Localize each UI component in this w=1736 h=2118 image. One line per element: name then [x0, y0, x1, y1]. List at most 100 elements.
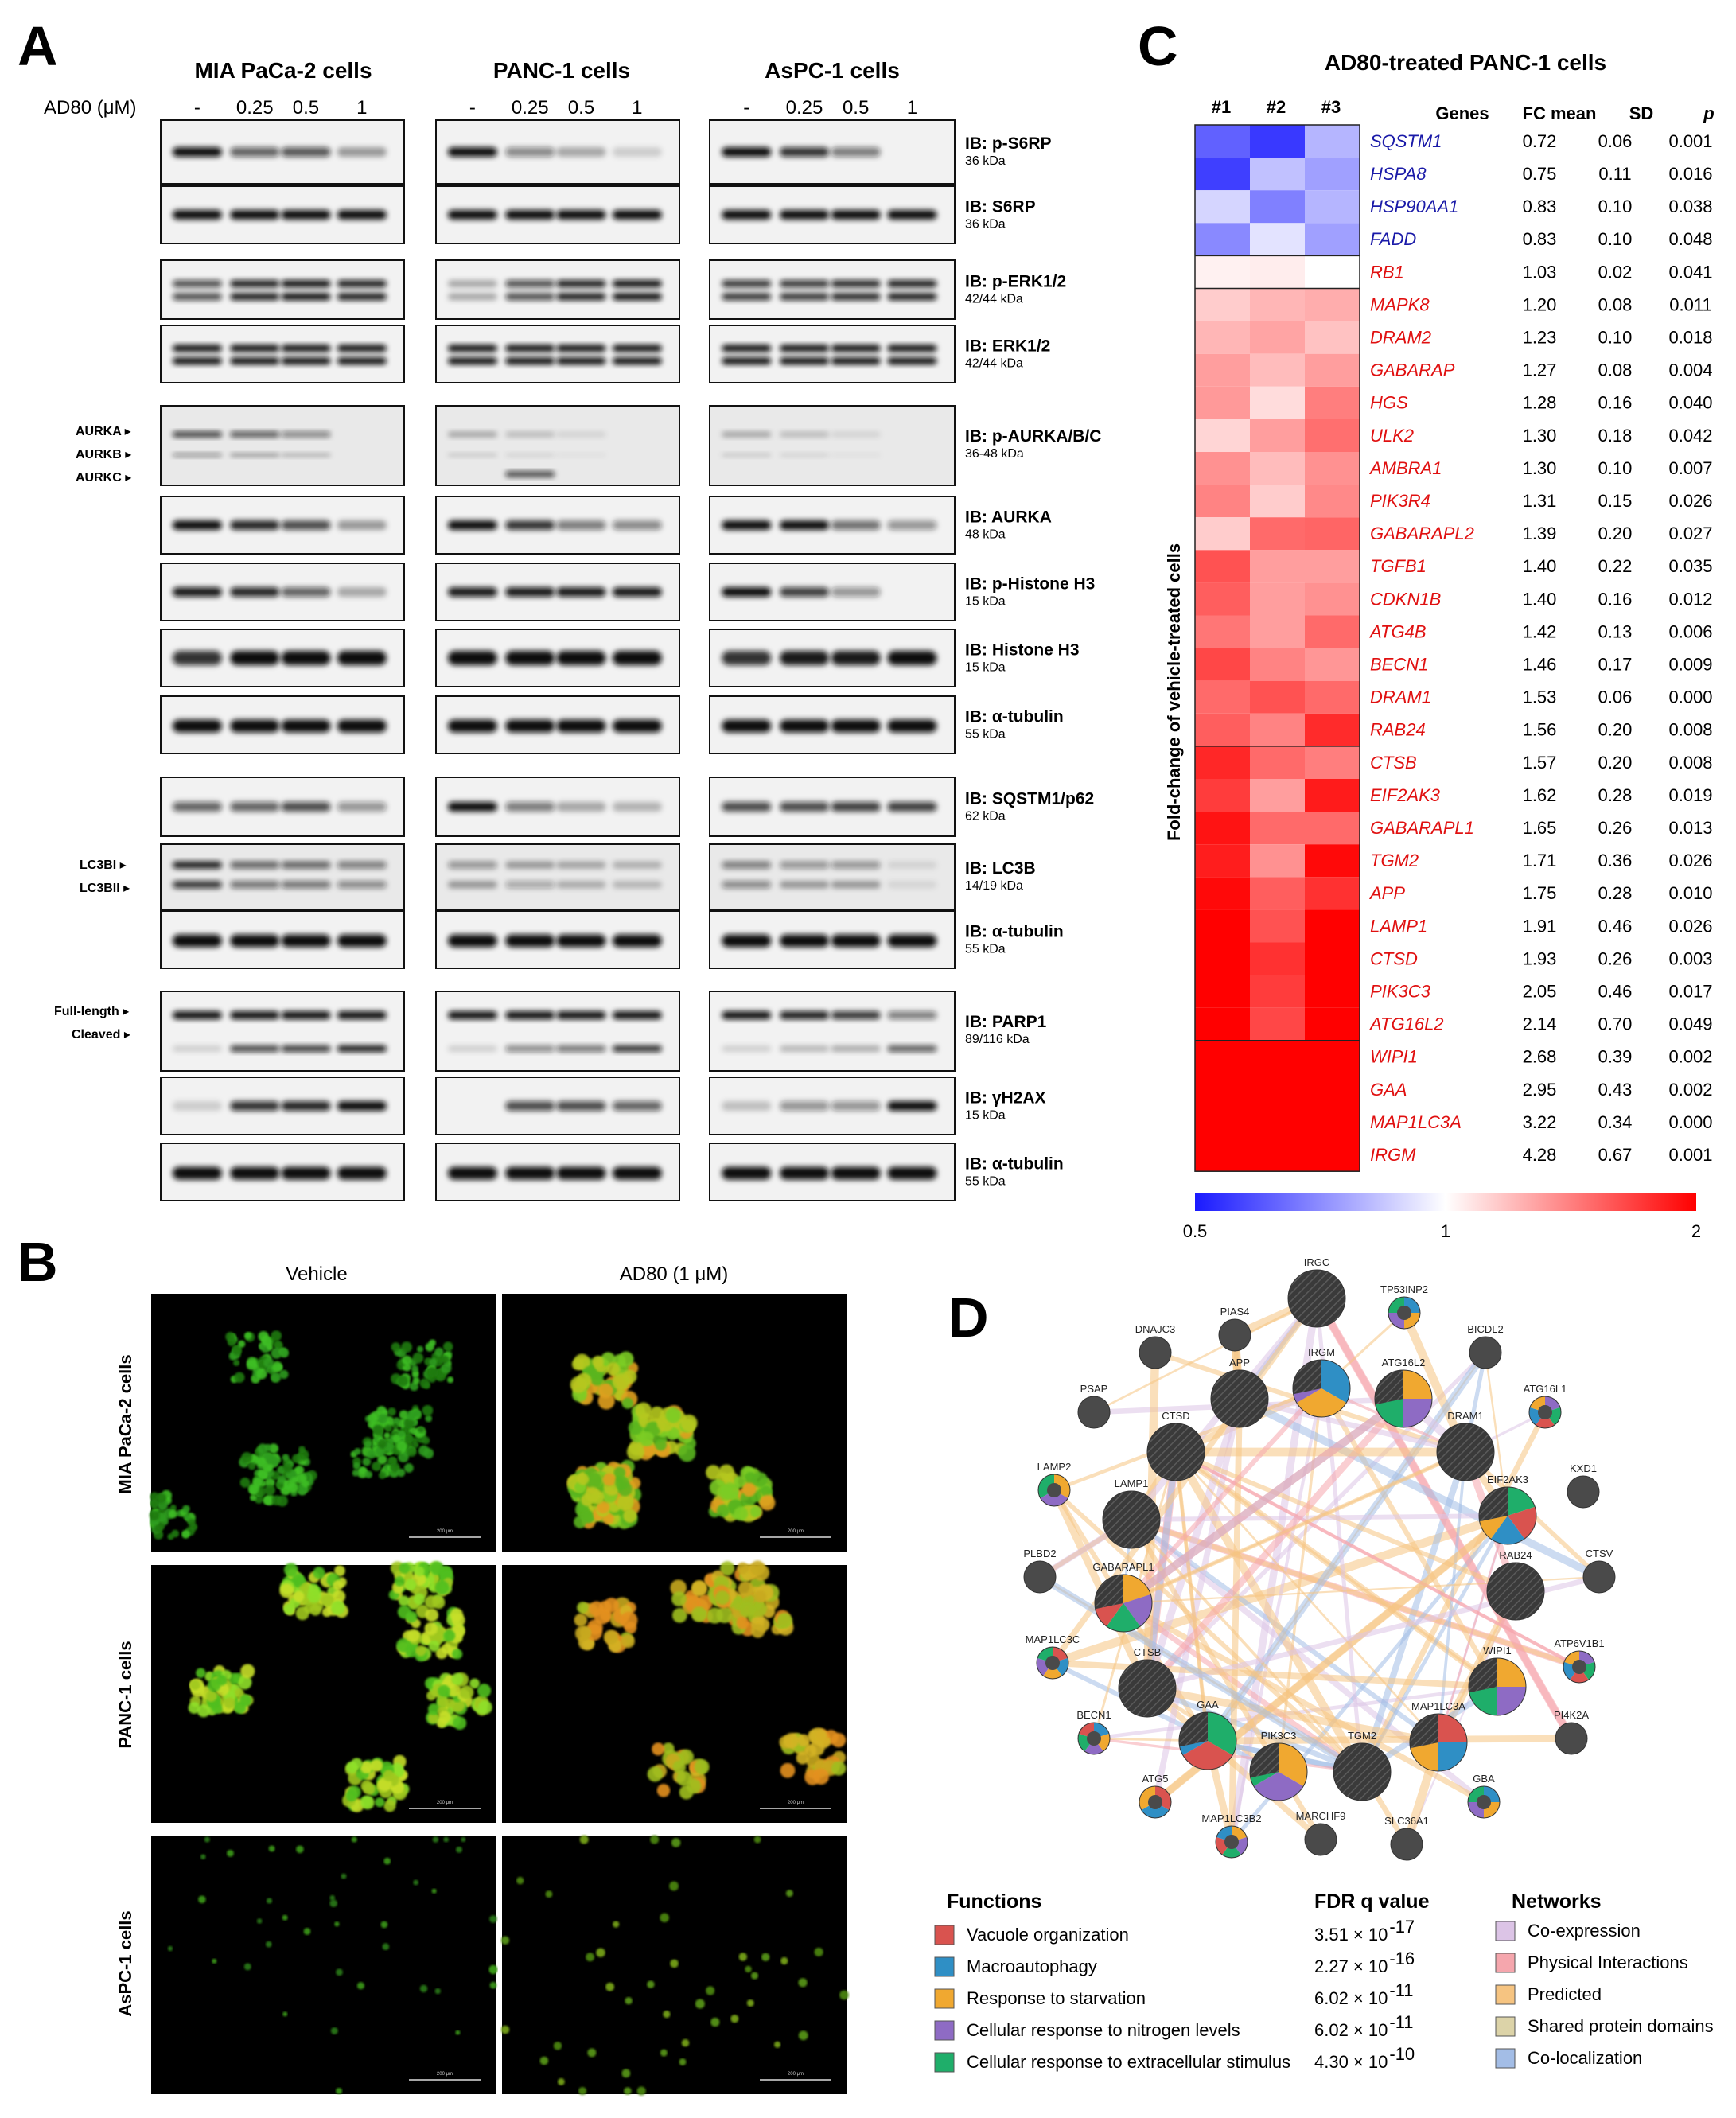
blot-band — [505, 431, 555, 438]
microscopy-row-panc: PANC-1 cells — [115, 1641, 135, 1748]
network-node: PI4K2A — [1554, 1709, 1589, 1755]
network-node: CTSV — [1582, 1548, 1616, 1594]
fdr-value: 2.27 × 10 — [1314, 1956, 1388, 1976]
blot-strip — [160, 843, 405, 910]
blot-ib-label: IB: p-ERK1/2 — [965, 272, 1066, 290]
blot-band — [612, 861, 662, 869]
network-swatch — [1495, 2048, 1516, 2069]
network-edge — [1228, 1398, 1243, 1843]
network-edge — [1121, 1386, 1324, 1606]
blot-band — [779, 520, 829, 530]
network-node-label: MARCHF9 — [1296, 1810, 1346, 1822]
heatmap-cell — [1250, 125, 1305, 158]
blot-strip — [435, 695, 680, 754]
network-node-label: EIF2AK3 — [1487, 1474, 1528, 1485]
sd-value: 0.70 — [1598, 1014, 1633, 1034]
network-type-label: Co-localization — [1528, 2048, 1642, 2068]
heatmap-table: SQSTM1 0.72 0.06 0.001 HSPA8 0.75 0.11 0.016 HSP… — [1368, 131, 1713, 1165]
blot-band — [887, 861, 937, 869]
network-node: PIAS4 — [1218, 1306, 1251, 1352]
heatmap-cell — [1250, 746, 1305, 779]
sd-value: 0.20 — [1598, 720, 1633, 740]
network-type-label: Predicted — [1528, 1984, 1602, 2004]
network-node-label: IRGM — [1308, 1346, 1335, 1358]
network-node-label: ATG16L1 — [1524, 1383, 1567, 1395]
network-node: ATG16L2 — [1374, 1357, 1433, 1428]
blot-band — [556, 1101, 606, 1111]
blot-band — [505, 719, 555, 733]
blot-band — [281, 1045, 331, 1052]
blot-band — [337, 881, 387, 889]
p-value: 0.008 — [1668, 720, 1712, 740]
blot-strip — [160, 496, 405, 555]
blot-band — [831, 280, 881, 288]
heatmap-cell — [1250, 1007, 1305, 1041]
blot-band — [172, 147, 222, 157]
heatmap-cell — [1305, 288, 1360, 321]
blot-band — [172, 719, 222, 733]
sd-value: 0.46 — [1598, 916, 1633, 936]
heatmap-title: AD80-treated PANC-1 cells — [1325, 50, 1606, 75]
fc-value: 1.20 — [1523, 294, 1557, 314]
heatmap-cell — [1250, 550, 1305, 583]
blot-band — [337, 651, 387, 665]
blot-band — [172, 802, 222, 812]
blot-band — [556, 587, 606, 597]
sd-value: 0.28 — [1598, 883, 1633, 903]
blot-band — [337, 719, 387, 733]
blot-band — [556, 520, 606, 530]
heatmap-cell — [1305, 255, 1360, 289]
blot-band — [722, 1166, 772, 1180]
heatmap-cell — [1305, 321, 1360, 354]
p-value: 0.040 — [1668, 393, 1712, 413]
blot-band — [172, 651, 222, 665]
fc-value: 1.28 — [1523, 393, 1557, 413]
function-label: Vacuole organization — [967, 1925, 1129, 1945]
network-edge — [1172, 1450, 1366, 1774]
heatmap-cell — [1195, 942, 1250, 975]
sd-value: 0.26 — [1598, 948, 1633, 968]
gene-label: ATG4B — [1368, 621, 1427, 641]
colorbar-tick-mid: 1 — [1441, 1221, 1450, 1241]
blot-band — [831, 934, 881, 948]
blot-strip — [435, 185, 680, 244]
blot-strip — [160, 1077, 405, 1135]
p-value: 0.012 — [1668, 589, 1712, 609]
heatmap-cell — [1195, 158, 1250, 191]
blot-band — [281, 1166, 331, 1180]
blot-band — [779, 802, 829, 812]
blot-band — [779, 881, 829, 889]
network-node: TP53INP2 — [1380, 1283, 1428, 1330]
scale-bar-label: 200 μm — [788, 1529, 804, 1534]
gene-label: DRAM2 — [1370, 328, 1431, 348]
blot-band — [831, 651, 881, 665]
blot-band — [887, 1166, 937, 1180]
gene-label: GABARAPL2 — [1370, 524, 1474, 543]
network-node-label: MAP1LC3B2 — [1201, 1812, 1261, 1824]
microscopy-image: 200 μm — [151, 1561, 496, 1823]
blot-band — [887, 293, 937, 301]
blot-strip — [435, 910, 680, 969]
blot-ib-label: IB: PARP1 — [965, 1013, 1047, 1031]
blot-strip — [160, 325, 405, 383]
blot-ib-label: IB: Histone H3 — [965, 640, 1080, 659]
network-node-label: GABARAPL1 — [1092, 1561, 1154, 1573]
network-edge — [1146, 1684, 1439, 1746]
blot-band — [612, 280, 662, 288]
function-swatch — [934, 2020, 955, 2041]
heatmap-cell — [1305, 223, 1360, 256]
heatmap-cell — [1195, 812, 1250, 845]
p-value: 0.000 — [1668, 1112, 1712, 1132]
network-node: DRAM1 — [1436, 1410, 1495, 1481]
blot-ib-label: IB: γH2AX — [965, 1088, 1046, 1107]
heatmap-cell — [1195, 975, 1250, 1008]
sd-value: 0.20 — [1598, 753, 1633, 773]
dose-label: 0.5 — [843, 97, 869, 119]
heatmap-cell — [1195, 648, 1250, 681]
microscopy-row-aspc: AsPC-1 cells — [115, 1910, 135, 2016]
blot-band — [505, 1166, 555, 1180]
blot-ib-label: IB: AURKA — [965, 508, 1052, 526]
sd-value: 0.06 — [1598, 131, 1633, 151]
network-node-label: PIAS4 — [1220, 1306, 1250, 1318]
